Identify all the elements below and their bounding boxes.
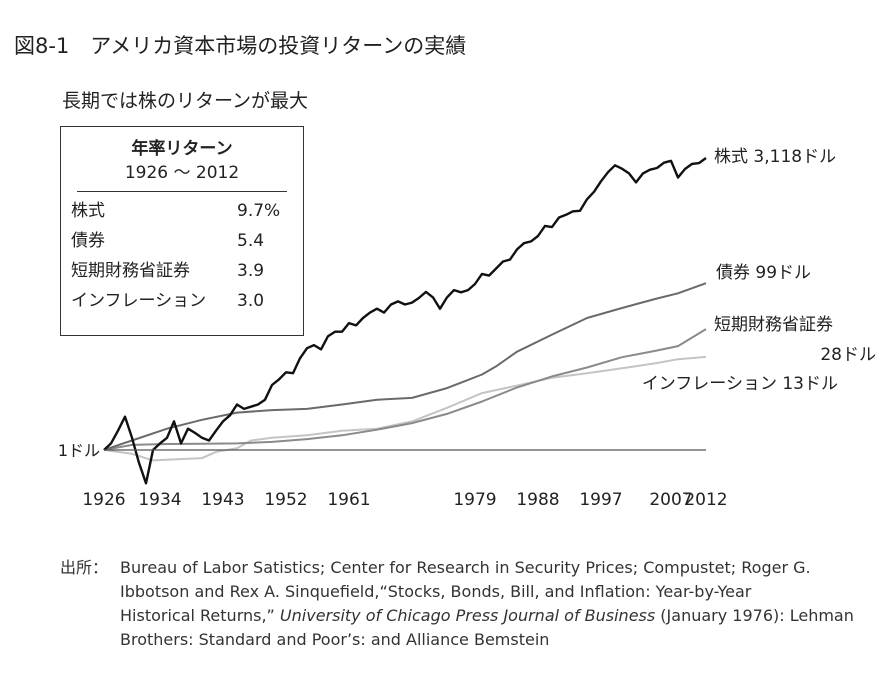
end-value-tbills: 28ドル [820, 345, 876, 365]
legend-label: 株式 [71, 201, 105, 221]
source-text: Bureau of Labor Satistics; Center for Re… [120, 556, 885, 652]
x-tick-label: 1926 [82, 490, 125, 510]
legend-heading: 年率リターン 1926 〜 2012 [61, 137, 303, 185]
series-line-bonds [103, 282, 707, 451]
series-layer [103, 157, 707, 485]
x-tick-label: 1988 [516, 490, 559, 510]
source-fragment: (January 1976): Lehman [655, 606, 854, 625]
legend-row-tbills: 短期財務省証券 3.9 [61, 256, 303, 286]
legend-row-bonds: 債券 5.4 [61, 226, 303, 256]
baseline-label: 1ドル [58, 441, 100, 460]
source-fragment: Historical Returns,” [120, 606, 280, 625]
end-label-bonds: 債券 99ドル [716, 263, 811, 283]
line-chart: 1ドル 1926 1934 1943 1952 1961 1979 1988 1997 2007… [58, 147, 876, 510]
legend-heading-title: 年率リターン [131, 139, 233, 159]
x-tick-label: 1952 [264, 490, 307, 510]
x-tick-label: 1943 [201, 490, 244, 510]
x-tick-label: 1934 [138, 490, 181, 510]
legend-value: 5.4 [237, 231, 265, 251]
chart-subtitle: 長期では株のリターンが最大 [62, 90, 309, 112]
x-tick-label: 1961 [327, 490, 370, 510]
legend-value: 9.7% [237, 201, 281, 221]
legend-row-inflation: インフレーション 3.0 [61, 286, 303, 316]
annual-return-legend: 年率リターン 1926 〜 2012 株式 9.7% 債券 5.4 短期財務省証… [60, 126, 304, 336]
legend-label: 債券 [71, 231, 105, 251]
x-tick-label: 2007 [649, 490, 692, 510]
page-title: 図8-1 アメリカ資本市場の投資リターンの実績 [14, 34, 467, 58]
end-label-stocks: 株式 3,118ドル [714, 147, 836, 167]
legend-label: インフレーション [71, 291, 207, 311]
source-line: Historical Returns,” University of Chica… [120, 604, 885, 628]
series-line-inflation [103, 355, 707, 462]
legend-value: 3.0 [237, 291, 265, 311]
legend-divider [77, 191, 287, 192]
legend-row-stocks: 株式 9.7% [61, 196, 303, 226]
series-line-tbills [103, 328, 707, 451]
source-line: Bureau of Labor Satistics; Center for Re… [120, 558, 811, 577]
legend-heading-period: 1926 〜 2012 [124, 163, 240, 183]
x-tick-label: 1979 [453, 490, 496, 510]
source-line: Brothers: Standard and Poor’s: and Allia… [120, 630, 550, 649]
series-line-stocks [103, 157, 707, 485]
end-label-inflation: インフレーション 13ドル [642, 374, 838, 394]
x-tick-label: 1997 [579, 490, 622, 510]
legend-label: 短期財務省証券 [71, 261, 190, 281]
source-line: Ibbotson and Rex A. Sinquefield,“Stocks,… [120, 582, 752, 601]
legend-value: 3.9 [237, 261, 265, 281]
source-label: 出所： [60, 558, 109, 577]
journal-name: University of Chicago Press Journal of B… [279, 606, 656, 625]
x-tick-label: 2012 [684, 490, 727, 510]
end-label-tbills: 短期財務省証券 [714, 315, 833, 335]
